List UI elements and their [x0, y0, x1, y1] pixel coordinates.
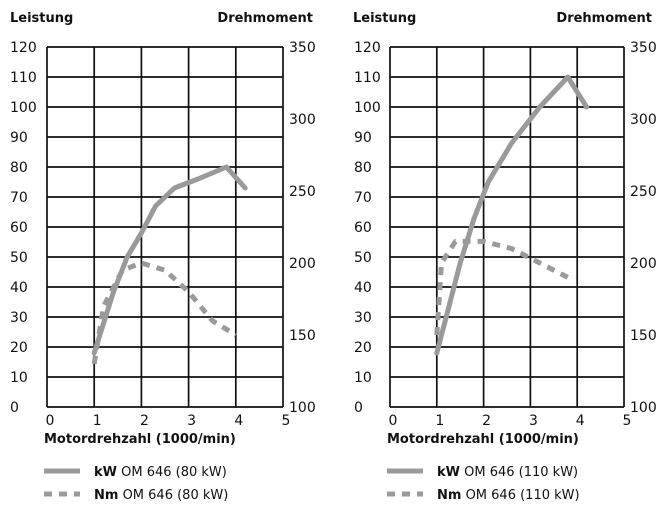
- x-tick-label: 2: [140, 413, 149, 429]
- y-tick-label-left: 40: [10, 280, 28, 296]
- x-tick-label: 5: [282, 413, 291, 429]
- x-axis-title: Motordrehzahl (1000/min): [44, 432, 236, 447]
- y-tick-label-left: 30: [354, 310, 372, 326]
- series-line-power: [434, 74, 590, 356]
- x-tick-label: 4: [576, 413, 585, 429]
- y-tick-label-left: 100: [354, 100, 381, 116]
- x-tick-label: 0: [389, 413, 398, 429]
- y-tick-label-left: 90: [354, 130, 372, 146]
- y-tick-label-left: 50: [10, 250, 28, 266]
- y-tick-label-left: 100: [10, 100, 37, 116]
- y-tick-label-right: 100: [289, 400, 316, 416]
- x-tick-label: 5: [623, 413, 632, 429]
- y-tick-label-left: 30: [10, 310, 28, 326]
- y-tick-label-right: 150: [289, 328, 316, 344]
- chart-grid: [389, 46, 625, 408]
- legend-label: kW OM 646 (80 kW): [94, 465, 227, 480]
- x-tick-label: 1: [435, 413, 444, 429]
- y-tick-label-right: 100: [630, 400, 657, 416]
- y-tick-label-left: 0: [354, 400, 363, 416]
- y-tick-label-right: 300: [630, 112, 657, 128]
- y-tick-label-left: 110: [354, 70, 381, 86]
- y-axis-title-left: Leistung: [353, 11, 416, 26]
- x-tick-label: 0: [46, 413, 55, 429]
- y-axis-title-left: Leistung: [10, 11, 73, 26]
- y-tick-label-left: 50: [354, 250, 372, 266]
- y-tick-label-left: 120: [354, 40, 381, 56]
- legend-label: kW OM 646 (110 kW): [437, 465, 578, 480]
- series-line-torque: [91, 260, 238, 365]
- y-axis-title-right: Drehmoment: [217, 11, 313, 26]
- y-tick-label-right: 350: [289, 40, 316, 56]
- chart-panel-80kw: Leistung Drehmoment0102030405060708090100…: [10, 11, 316, 503]
- y-tick-label-right: 250: [630, 184, 657, 200]
- y-tick-label-right: 150: [630, 328, 657, 344]
- y-tick-label-left: 80: [10, 160, 28, 176]
- legend-label: Nm OM 646 (110 kW): [437, 488, 580, 503]
- y-tick-label-left: 70: [10, 190, 28, 206]
- y-tick-label-left: 80: [354, 160, 372, 176]
- y-tick-label-right: 350: [630, 40, 657, 56]
- x-tick-label: 2: [482, 413, 491, 429]
- y-tick-label-left: 0: [10, 400, 19, 416]
- series-line-power: [91, 164, 248, 356]
- chart-panel-110kw: Leistung Drehmoment0102030405060708090100…: [353, 11, 657, 503]
- x-tick-label: 1: [93, 413, 102, 429]
- y-tick-label-left: 40: [354, 280, 372, 296]
- legend-label: Nm OM 646 (80 kW): [94, 488, 228, 503]
- y-tick-label-left: 120: [10, 40, 37, 56]
- y-tick-label-left: 20: [354, 340, 372, 356]
- y-tick-label-right: 200: [630, 256, 657, 272]
- y-tick-label-left: 10: [354, 370, 372, 386]
- y-tick-label-left: 60: [10, 220, 28, 236]
- y-tick-label-right: 300: [289, 112, 316, 128]
- y-tick-label-left: 70: [354, 190, 372, 206]
- x-tick-label: 3: [187, 413, 196, 429]
- x-tick-label: 3: [529, 413, 538, 429]
- y-axis-title-right: Drehmoment: [556, 11, 652, 26]
- x-axis-title: Motordrehzahl (1000/min): [387, 432, 579, 447]
- y-tick-label-left: 60: [354, 220, 372, 236]
- y-tick-label-left: 110: [10, 70, 37, 86]
- y-tick-label-left: 10: [10, 370, 28, 386]
- y-tick-label-left: 90: [10, 130, 28, 146]
- x-tick-label: 4: [234, 413, 243, 429]
- series-line-torque: [434, 238, 569, 336]
- y-tick-label-right: 200: [289, 256, 316, 272]
- y-tick-label-left: 20: [10, 340, 28, 356]
- y-tick-label-right: 250: [289, 184, 316, 200]
- chart-grid: [46, 46, 284, 408]
